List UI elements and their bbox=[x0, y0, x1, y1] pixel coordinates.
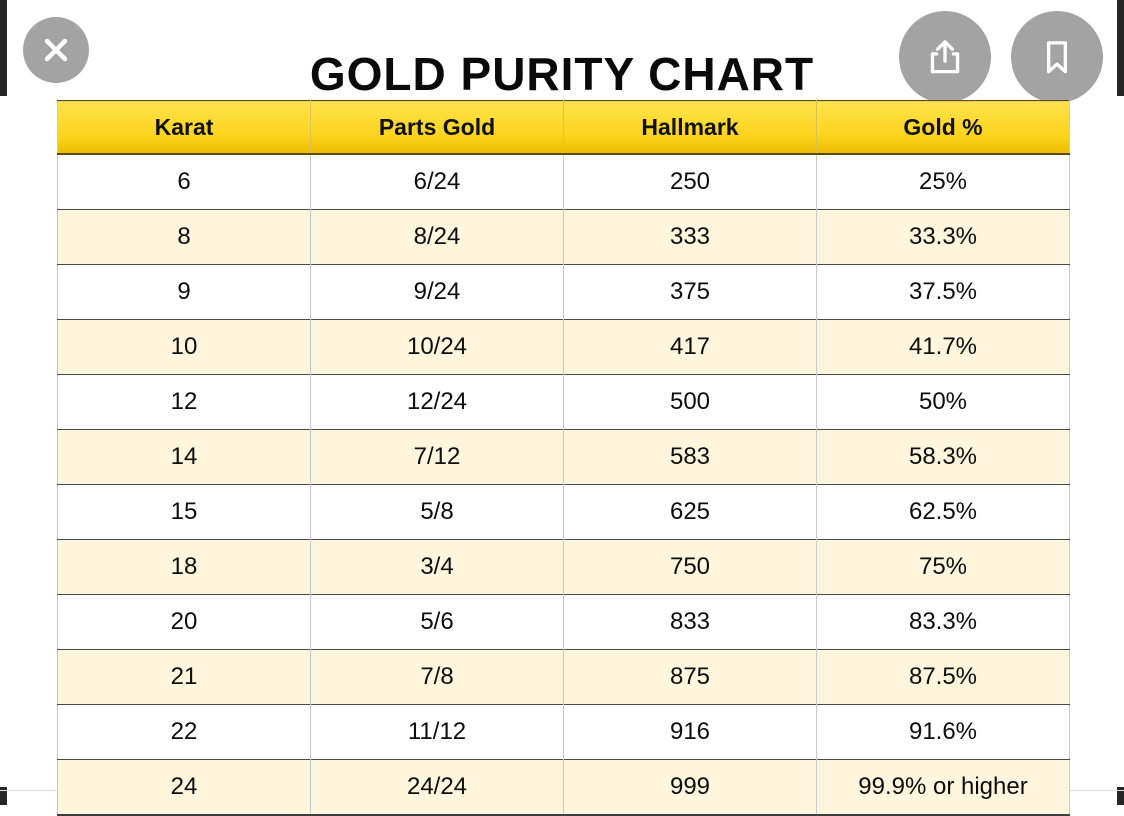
table-cell: 14 bbox=[57, 429, 311, 485]
photo-edge-top-right bbox=[1117, 0, 1124, 96]
table-header: Karat Parts Gold Hallmark Gold % bbox=[57, 100, 1070, 155]
table-cell: 22 bbox=[57, 704, 311, 760]
table-row: 18 3/4 750 75% bbox=[57, 539, 1070, 595]
photo-edge-bottom-left bbox=[0, 787, 7, 805]
table-row: 10 10/24 417 41.7% bbox=[57, 319, 1070, 375]
gold-purity-table: Karat Parts Gold Hallmark Gold % 6 6/24 250 25… bbox=[57, 100, 1070, 816]
table-cell: 417 bbox=[563, 319, 817, 375]
table-cell: 333 bbox=[563, 209, 817, 265]
table-cell: 24/24 bbox=[310, 759, 564, 815]
table-row: 24 24/24 999 99.9% or higher bbox=[57, 759, 1070, 815]
table-cell: 250 bbox=[563, 153, 817, 210]
table-row: 6 6/24 250 25% bbox=[57, 153, 1070, 210]
table-cell: 12 bbox=[57, 374, 311, 430]
table-cell: 916 bbox=[563, 704, 817, 760]
header-cell: Parts Gold bbox=[310, 100, 564, 155]
photo-edge-top-left bbox=[0, 0, 7, 96]
table-cell: 583 bbox=[563, 429, 817, 485]
header-cell: Karat bbox=[57, 100, 311, 155]
table-cell: 6 bbox=[57, 153, 311, 210]
photo-edge-bottom-right bbox=[1117, 787, 1124, 805]
table-row: 8 8/24 333 33.3% bbox=[57, 209, 1070, 265]
table-cell: 500 bbox=[563, 374, 817, 430]
table-cell: 50% bbox=[816, 374, 1070, 430]
table-cell: 15 bbox=[57, 484, 311, 540]
share-icon bbox=[922, 34, 968, 80]
table-row: 9 9/24 375 37.5% bbox=[57, 264, 1070, 320]
bookmark-icon bbox=[1034, 34, 1080, 80]
header-cell: Hallmark bbox=[563, 100, 817, 155]
table-cell: 9 bbox=[57, 264, 311, 320]
close-icon bbox=[41, 35, 71, 65]
table-cell: 37.5% bbox=[816, 264, 1070, 320]
table-cell: 21 bbox=[57, 649, 311, 705]
header-cell: Gold % bbox=[816, 100, 1070, 155]
table-cell: 875 bbox=[563, 649, 817, 705]
close-button[interactable] bbox=[23, 17, 89, 83]
table-cell: 625 bbox=[563, 484, 817, 540]
table-cell: 24 bbox=[57, 759, 311, 815]
page-title: GOLD PURITY CHART bbox=[309, 47, 815, 100]
table-cell: 833 bbox=[563, 594, 817, 650]
table-row: 14 7/12 583 58.3% bbox=[57, 429, 1070, 485]
bookmark-button[interactable] bbox=[1011, 11, 1103, 103]
table-row: 15 5/8 625 62.5% bbox=[57, 484, 1070, 540]
table-cell: 9/24 bbox=[310, 264, 564, 320]
table-cell: 87.5% bbox=[816, 649, 1070, 705]
table-cell: 8 bbox=[57, 209, 311, 265]
table-cell: 3/4 bbox=[310, 539, 564, 595]
table-cell: 10 bbox=[57, 319, 311, 375]
table-cell: 375 bbox=[563, 264, 817, 320]
table-row: 21 7/8 875 87.5% bbox=[57, 649, 1070, 705]
table-cell: 12/24 bbox=[310, 374, 564, 430]
table-cell: 99.9% or higher bbox=[816, 759, 1070, 815]
table-cell: 8/24 bbox=[310, 209, 564, 265]
table-cell: 25% bbox=[816, 153, 1070, 210]
table-cell: 750 bbox=[563, 539, 817, 595]
table-cell: 999 bbox=[563, 759, 817, 815]
table-cell: 11/12 bbox=[310, 704, 564, 760]
table-cell: 7/12 bbox=[310, 429, 564, 485]
table-row: 12 12/24 500 50% bbox=[57, 374, 1070, 430]
table-cell: 41.7% bbox=[816, 319, 1070, 375]
table-cell: 10/24 bbox=[310, 319, 564, 375]
table-cell: 6/24 bbox=[310, 153, 564, 210]
table-cell: 91.6% bbox=[816, 704, 1070, 760]
table-cell: 75% bbox=[816, 539, 1070, 595]
table-row: 20 5/6 833 83.3% bbox=[57, 594, 1070, 650]
table-cell: 5/8 bbox=[310, 484, 564, 540]
table-cell: 20 bbox=[57, 594, 311, 650]
table-cell: 5/6 bbox=[310, 594, 564, 650]
share-button[interactable] bbox=[899, 11, 991, 103]
table-cell: 33.3% bbox=[816, 209, 1070, 265]
table-cell: 62.5% bbox=[816, 484, 1070, 540]
table-cell: 58.3% bbox=[816, 429, 1070, 485]
table-cell: 83.3% bbox=[816, 594, 1070, 650]
table-cell: 7/8 bbox=[310, 649, 564, 705]
table-row: 22 11/12 916 91.6% bbox=[57, 704, 1070, 760]
table-cell: 18 bbox=[57, 539, 311, 595]
